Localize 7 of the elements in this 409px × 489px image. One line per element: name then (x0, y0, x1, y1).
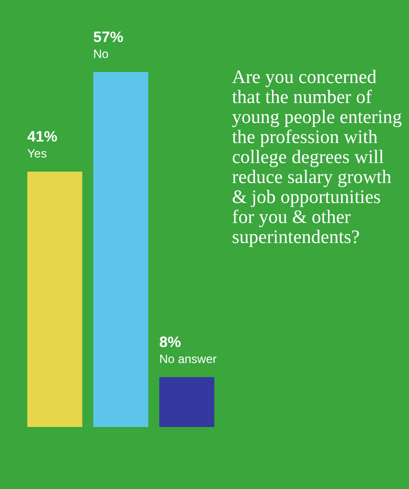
x-tick-label: Yes (27, 146, 47, 161)
x-tick-label: No answer (159, 352, 217, 366)
data-label: 8% (159, 334, 181, 352)
data-label: 41% (27, 128, 58, 146)
data-label: 57% (93, 29, 124, 46)
chart-title: Are you concerned that the number of young people entering the profession with college degrees will reduce salary growth & job opportunities for you & other superintendents? (232, 67, 402, 248)
x-tick-label: No (93, 47, 109, 61)
